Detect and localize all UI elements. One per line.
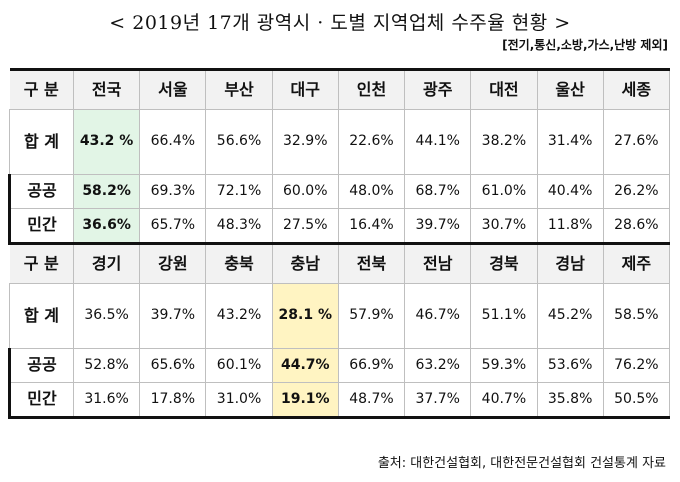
private-label-cell: 민간 bbox=[8, 208, 74, 245]
section2-total-row: 합 계 36.5% 39.7% 43.2% 28.1 % 57.9% 46.7% 51.1% 4… bbox=[9, 283, 671, 349]
header-label-cell: 구 분 bbox=[9, 242, 74, 284]
region-header-cell: 세종 bbox=[602, 68, 671, 110]
private-value-cell: 50.5% bbox=[602, 382, 671, 419]
private-label-cell: 민간 bbox=[8, 382, 74, 419]
public-value-cell: 72.1% bbox=[205, 174, 273, 209]
total-value-cell: 32.9% bbox=[271, 109, 339, 175]
public-value-cell: 65.6% bbox=[139, 348, 207, 383]
section1-total-row: 합 계 43.2 % 66.4% 56.6% 32.9% 22.6% 44.1% 38.2% 3… bbox=[9, 109, 671, 175]
public-value-cell: 53.6% bbox=[536, 348, 604, 383]
private-value-cell: 28.6% bbox=[602, 208, 671, 245]
total-value-cell: 58.5% bbox=[602, 283, 671, 349]
public-value-cell: 40.4% bbox=[536, 174, 604, 209]
region-header-cell: 제주 bbox=[602, 242, 671, 284]
region-header-cell: 전국 bbox=[72, 68, 141, 110]
section1-private-row: 민간 36.6% 65.7% 48.3% 27.5% 16.4% 39.7% 30.7% 11.… bbox=[8, 208, 671, 245]
section2-header-row: 구 분 경기 강원 충북 충남 전북 전남 경북 경남 제주 bbox=[9, 242, 671, 284]
private-value-cell: 36.6% bbox=[72, 208, 141, 245]
public-value-cell: 68.7% bbox=[404, 174, 472, 209]
region-header-cell: 부산 bbox=[205, 68, 273, 110]
private-value-cell: 31.0% bbox=[205, 382, 273, 419]
exclusion-note: [전기,통신,소방,가스,난방 제외] bbox=[502, 38, 668, 52]
public-value-cell: 58.2% bbox=[72, 174, 141, 209]
total-value-cell: 31.4% bbox=[536, 109, 604, 175]
region-header-cell: 대전 bbox=[470, 68, 538, 110]
private-value-cell: 40.7% bbox=[470, 382, 538, 419]
section1-public-row: 공공 58.2% 69.3% 72.1% 60.0% 48.0% 68.7% 61.0% 40.… bbox=[8, 174, 671, 209]
total-value-cell: 44.1% bbox=[404, 109, 472, 175]
page-title: < 2019년 17개 광역시 · 도별 지역업체 수주율 현황 > bbox=[109, 12, 571, 34]
region-header-cell: 인천 bbox=[337, 68, 406, 110]
private-value-cell: 65.7% bbox=[139, 208, 207, 245]
private-value-cell: 27.5% bbox=[271, 208, 339, 245]
total-value-cell: 28.1 % bbox=[271, 283, 339, 349]
public-value-cell: 60.1% bbox=[205, 348, 273, 383]
private-value-cell: 16.4% bbox=[337, 208, 406, 245]
total-value-cell: 38.2% bbox=[470, 109, 538, 175]
total-value-cell: 45.2% bbox=[536, 283, 604, 349]
region-header-cell: 경남 bbox=[536, 242, 604, 284]
private-value-cell: 39.7% bbox=[404, 208, 472, 245]
public-label-cell: 공공 bbox=[8, 348, 74, 383]
total-value-cell: 39.7% bbox=[139, 283, 207, 349]
private-value-cell: 17.8% bbox=[139, 382, 207, 419]
private-value-cell: 31.6% bbox=[72, 382, 141, 419]
private-value-cell: 48.3% bbox=[205, 208, 273, 245]
region-header-cell: 광주 bbox=[404, 68, 472, 110]
total-value-cell: 66.4% bbox=[139, 109, 207, 175]
region-header-cell: 대구 bbox=[271, 68, 339, 110]
region-header-cell: 경기 bbox=[72, 242, 141, 284]
private-value-cell: 37.7% bbox=[404, 382, 472, 419]
region-header-cell: 충남 bbox=[271, 242, 339, 284]
public-label-cell: 공공 bbox=[8, 174, 74, 209]
region-header-cell: 경북 bbox=[470, 242, 538, 284]
public-value-cell: 69.3% bbox=[139, 174, 207, 209]
private-value-cell: 11.8% bbox=[536, 208, 604, 245]
total-value-cell: 51.1% bbox=[470, 283, 538, 349]
private-value-cell: 35.8% bbox=[536, 382, 604, 419]
public-value-cell: 44.7% bbox=[271, 348, 339, 383]
public-value-cell: 61.0% bbox=[470, 174, 538, 209]
total-value-cell: 43.2% bbox=[205, 283, 273, 349]
total-value-cell: 46.7% bbox=[404, 283, 472, 349]
public-value-cell: 59.3% bbox=[470, 348, 538, 383]
region-header-cell: 강원 bbox=[139, 242, 207, 284]
public-value-cell: 66.9% bbox=[337, 348, 406, 383]
public-value-cell: 63.2% bbox=[404, 348, 472, 383]
private-value-cell: 30.7% bbox=[470, 208, 538, 245]
section1-header-row: 구 분 전국 서울 부산 대구 인천 광주 대전 울산 세종 bbox=[9, 68, 671, 110]
public-value-cell: 26.2% bbox=[602, 174, 671, 209]
private-value-cell: 19.1% bbox=[271, 382, 339, 419]
private-value-cell: 48.7% bbox=[337, 382, 406, 419]
section2-public-row: 공공 52.8% 65.6% 60.1% 44.7% 66.9% 63.2% 59.3% 53.… bbox=[8, 348, 671, 383]
section2-private-row: 민간 31.6% 17.8% 31.0% 19.1% 48.7% 37.7% 40.7% 35.… bbox=[8, 382, 671, 419]
region-header-cell: 충북 bbox=[205, 242, 273, 284]
total-value-cell: 27.6% bbox=[602, 109, 671, 175]
total-value-cell: 43.2 % bbox=[72, 109, 141, 175]
public-value-cell: 48.0% bbox=[337, 174, 406, 209]
total-label-cell: 합 계 bbox=[9, 109, 74, 175]
regional-order-rate-table: 구 분 전국 서울 부산 대구 인천 광주 대전 울산 세종 합 계 43.2 % 66.4% 56.6… bbox=[8, 68, 671, 419]
public-value-cell: 60.0% bbox=[271, 174, 339, 209]
total-value-cell: 57.9% bbox=[337, 283, 406, 349]
region-header-cell: 전북 bbox=[337, 242, 406, 284]
total-value-cell: 22.6% bbox=[337, 109, 406, 175]
region-header-cell: 전남 bbox=[404, 242, 472, 284]
total-value-cell: 36.5% bbox=[72, 283, 141, 349]
source-note: 출처: 대한건설협회, 대한전문건설협회 건설통계 자료 bbox=[377, 456, 666, 471]
total-value-cell: 56.6% bbox=[205, 109, 273, 175]
region-header-cell: 서울 bbox=[139, 68, 207, 110]
region-header-cell: 울산 bbox=[536, 68, 604, 110]
public-value-cell: 52.8% bbox=[72, 348, 141, 383]
header-label-cell: 구 분 bbox=[9, 68, 74, 110]
total-label-cell: 합 계 bbox=[9, 283, 74, 349]
public-value-cell: 76.2% bbox=[602, 348, 671, 383]
